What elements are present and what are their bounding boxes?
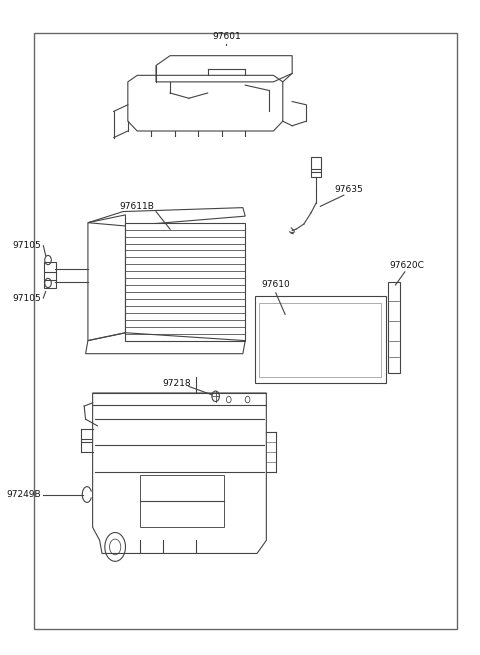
Text: 97105: 97105 xyxy=(12,293,41,303)
Text: 97218: 97218 xyxy=(163,379,192,388)
Text: 97620C: 97620C xyxy=(390,261,425,270)
Bar xyxy=(125,223,245,341)
Bar xyxy=(311,157,321,177)
Bar xyxy=(140,475,224,527)
Bar xyxy=(44,262,57,288)
Bar xyxy=(259,303,382,377)
Bar xyxy=(388,282,400,373)
Bar xyxy=(254,296,386,383)
Text: 97105: 97105 xyxy=(12,241,41,250)
Text: 97601: 97601 xyxy=(212,31,241,41)
Text: 97635: 97635 xyxy=(334,185,363,195)
Text: 97249B: 97249B xyxy=(6,490,41,499)
Text: 97611B: 97611B xyxy=(120,202,155,211)
Text: 97610: 97610 xyxy=(262,280,290,290)
